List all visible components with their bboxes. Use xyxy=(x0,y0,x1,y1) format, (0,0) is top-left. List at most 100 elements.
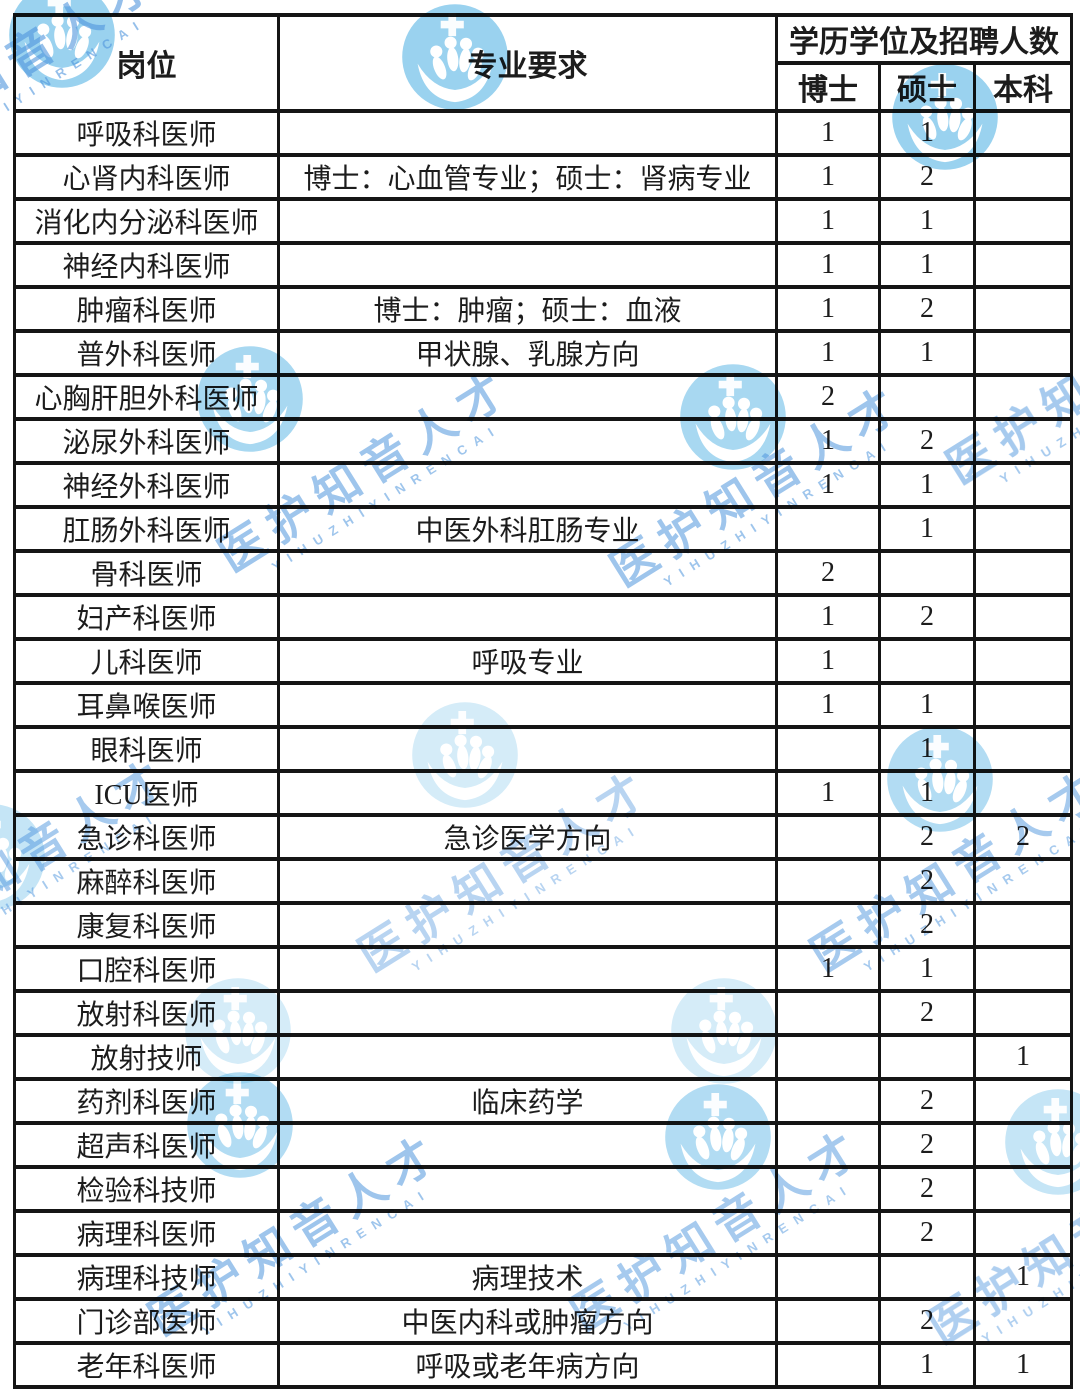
cell-master: 2 xyxy=(878,417,976,465)
table-row: 病理科医师 2 xyxy=(13,1209,1073,1257)
cell-requirement: 博士：心血管专业；硕士：肾病专业 xyxy=(277,153,778,201)
cell-doctoral xyxy=(775,1077,881,1125)
cell-master: 1 xyxy=(878,109,976,157)
cell-position: 神经外科医师 xyxy=(13,461,280,509)
cell-doctoral: 1 xyxy=(775,197,881,245)
cell-doctoral xyxy=(775,813,881,861)
cell-doctoral: 1 xyxy=(775,945,881,993)
cell-bachelor xyxy=(973,901,1073,949)
cell-requirement: 呼吸专业 xyxy=(277,637,778,685)
cell-bachelor: 2 xyxy=(973,813,1073,861)
table-row: 眼科医师 1 xyxy=(13,725,1073,773)
cell-bachelor xyxy=(973,373,1073,421)
table-row: 心胸肝胆外科医师 2 xyxy=(13,373,1073,421)
cell-master: 2 xyxy=(878,1165,976,1213)
table-row: 门诊部医师 中医内科或肿瘤方向 2 xyxy=(13,1297,1073,1345)
cell-requirement xyxy=(277,1165,778,1213)
cell-requirement xyxy=(277,373,778,421)
cell-requirement: 博士：肿瘤；硕士：血液 xyxy=(277,285,778,333)
cell-position: 口腔科医师 xyxy=(13,945,280,993)
table-row: 肿瘤科医师 博士：肿瘤；硕士：血液 1 2 xyxy=(13,285,1073,333)
cell-requirement xyxy=(277,857,778,905)
cell-bachelor xyxy=(973,549,1073,597)
cell-requirement xyxy=(277,769,778,817)
cell-master: 2 xyxy=(878,285,976,333)
cell-requirement xyxy=(277,593,778,641)
cell-master: 2 xyxy=(878,901,976,949)
cell-doctoral: 1 xyxy=(775,681,881,729)
cell-position: 儿科医师 xyxy=(13,637,280,685)
cell-bachelor xyxy=(973,505,1073,553)
cell-position: 放射科医师 xyxy=(13,989,280,1037)
cell-doctoral: 1 xyxy=(775,593,881,641)
cell-bachelor xyxy=(973,989,1073,1037)
cell-position: 心胸肝胆外科医师 xyxy=(13,373,280,421)
cell-bachelor xyxy=(973,1077,1073,1125)
table-row: 泌尿外科医师 1 2 xyxy=(13,417,1073,465)
cell-master xyxy=(878,637,976,685)
cell-position: 骨科医师 xyxy=(13,549,280,597)
cell-master: 1 xyxy=(878,329,976,377)
cell-doctoral xyxy=(775,1253,881,1301)
cell-requirement xyxy=(277,241,778,289)
cell-position: 耳鼻喉医师 xyxy=(13,681,280,729)
table-row: ICU医师 1 1 xyxy=(13,769,1073,817)
cell-requirement xyxy=(277,461,778,509)
cell-position: 急诊科医师 xyxy=(13,813,280,861)
header-row-top: 岗位 专业要求 学历学位及招聘人数 xyxy=(13,13,1073,113)
cell-requirement xyxy=(277,945,778,993)
cell-position: 病理科医师 xyxy=(13,1209,280,1257)
cell-doctoral: 1 xyxy=(775,153,881,201)
table-row: 检验科技师 2 xyxy=(13,1165,1073,1213)
cell-requirement xyxy=(277,549,778,597)
cell-doctoral xyxy=(775,857,881,905)
cell-requirement xyxy=(277,417,778,465)
table-row: 肛肠外科医师 中医外科肛肠专业 1 xyxy=(13,505,1073,553)
cell-requirement xyxy=(277,989,778,1037)
cell-position: 康复科医师 xyxy=(13,901,280,949)
cell-bachelor xyxy=(973,1121,1073,1169)
cell-position: 神经内科医师 xyxy=(13,241,280,289)
cell-bachelor: 1 xyxy=(973,1341,1073,1389)
cell-doctoral xyxy=(775,989,881,1037)
table-row: 麻醉科医师 2 xyxy=(13,857,1073,905)
cell-position: 药剂科医师 xyxy=(13,1077,280,1125)
cell-bachelor: 1 xyxy=(973,1033,1073,1081)
cell-bachelor xyxy=(973,153,1073,201)
cell-doctoral: 1 xyxy=(775,285,881,333)
cell-bachelor xyxy=(973,461,1073,509)
cell-requirement xyxy=(277,901,778,949)
cell-doctoral: 1 xyxy=(775,637,881,685)
table-row: 普外科医师 甲状腺、乳腺方向 1 1 xyxy=(13,329,1073,377)
table-row: 康复科医师 2 xyxy=(13,901,1073,949)
cell-bachelor xyxy=(973,725,1073,773)
cell-position: 妇产科医师 xyxy=(13,593,280,641)
cell-doctoral: 1 xyxy=(775,109,881,157)
cell-position: 放射技师 xyxy=(13,1033,280,1081)
cell-master: 2 xyxy=(878,593,976,641)
header-education-group: 学历学位及招聘人数 xyxy=(775,13,1073,65)
table-row: 神经内科医师 1 1 xyxy=(13,241,1073,289)
cell-doctoral: 1 xyxy=(775,417,881,465)
cell-position: 眼科医师 xyxy=(13,725,280,773)
cell-master: 1 xyxy=(878,241,976,289)
table-row: 消化内分泌科医师 1 1 xyxy=(13,197,1073,245)
cell-bachelor xyxy=(973,109,1073,157)
cell-doctoral xyxy=(775,505,881,553)
cell-master: 2 xyxy=(878,1209,976,1257)
cell-doctoral: 1 xyxy=(775,329,881,377)
cell-doctoral xyxy=(775,1297,881,1345)
cell-master: 2 xyxy=(878,1121,976,1169)
cell-requirement: 呼吸或老年病方向 xyxy=(277,1341,778,1389)
cell-bachelor xyxy=(973,945,1073,993)
cell-requirement xyxy=(277,197,778,245)
cell-doctoral xyxy=(775,725,881,773)
cell-position: 肛肠外科医师 xyxy=(13,505,280,553)
cell-master: 1 xyxy=(878,725,976,773)
cell-master: 2 xyxy=(878,1297,976,1345)
cell-master: 1 xyxy=(878,769,976,817)
cell-master: 2 xyxy=(878,153,976,201)
cell-bachelor xyxy=(973,637,1073,685)
cell-requirement: 急诊医学方向 xyxy=(277,813,778,861)
